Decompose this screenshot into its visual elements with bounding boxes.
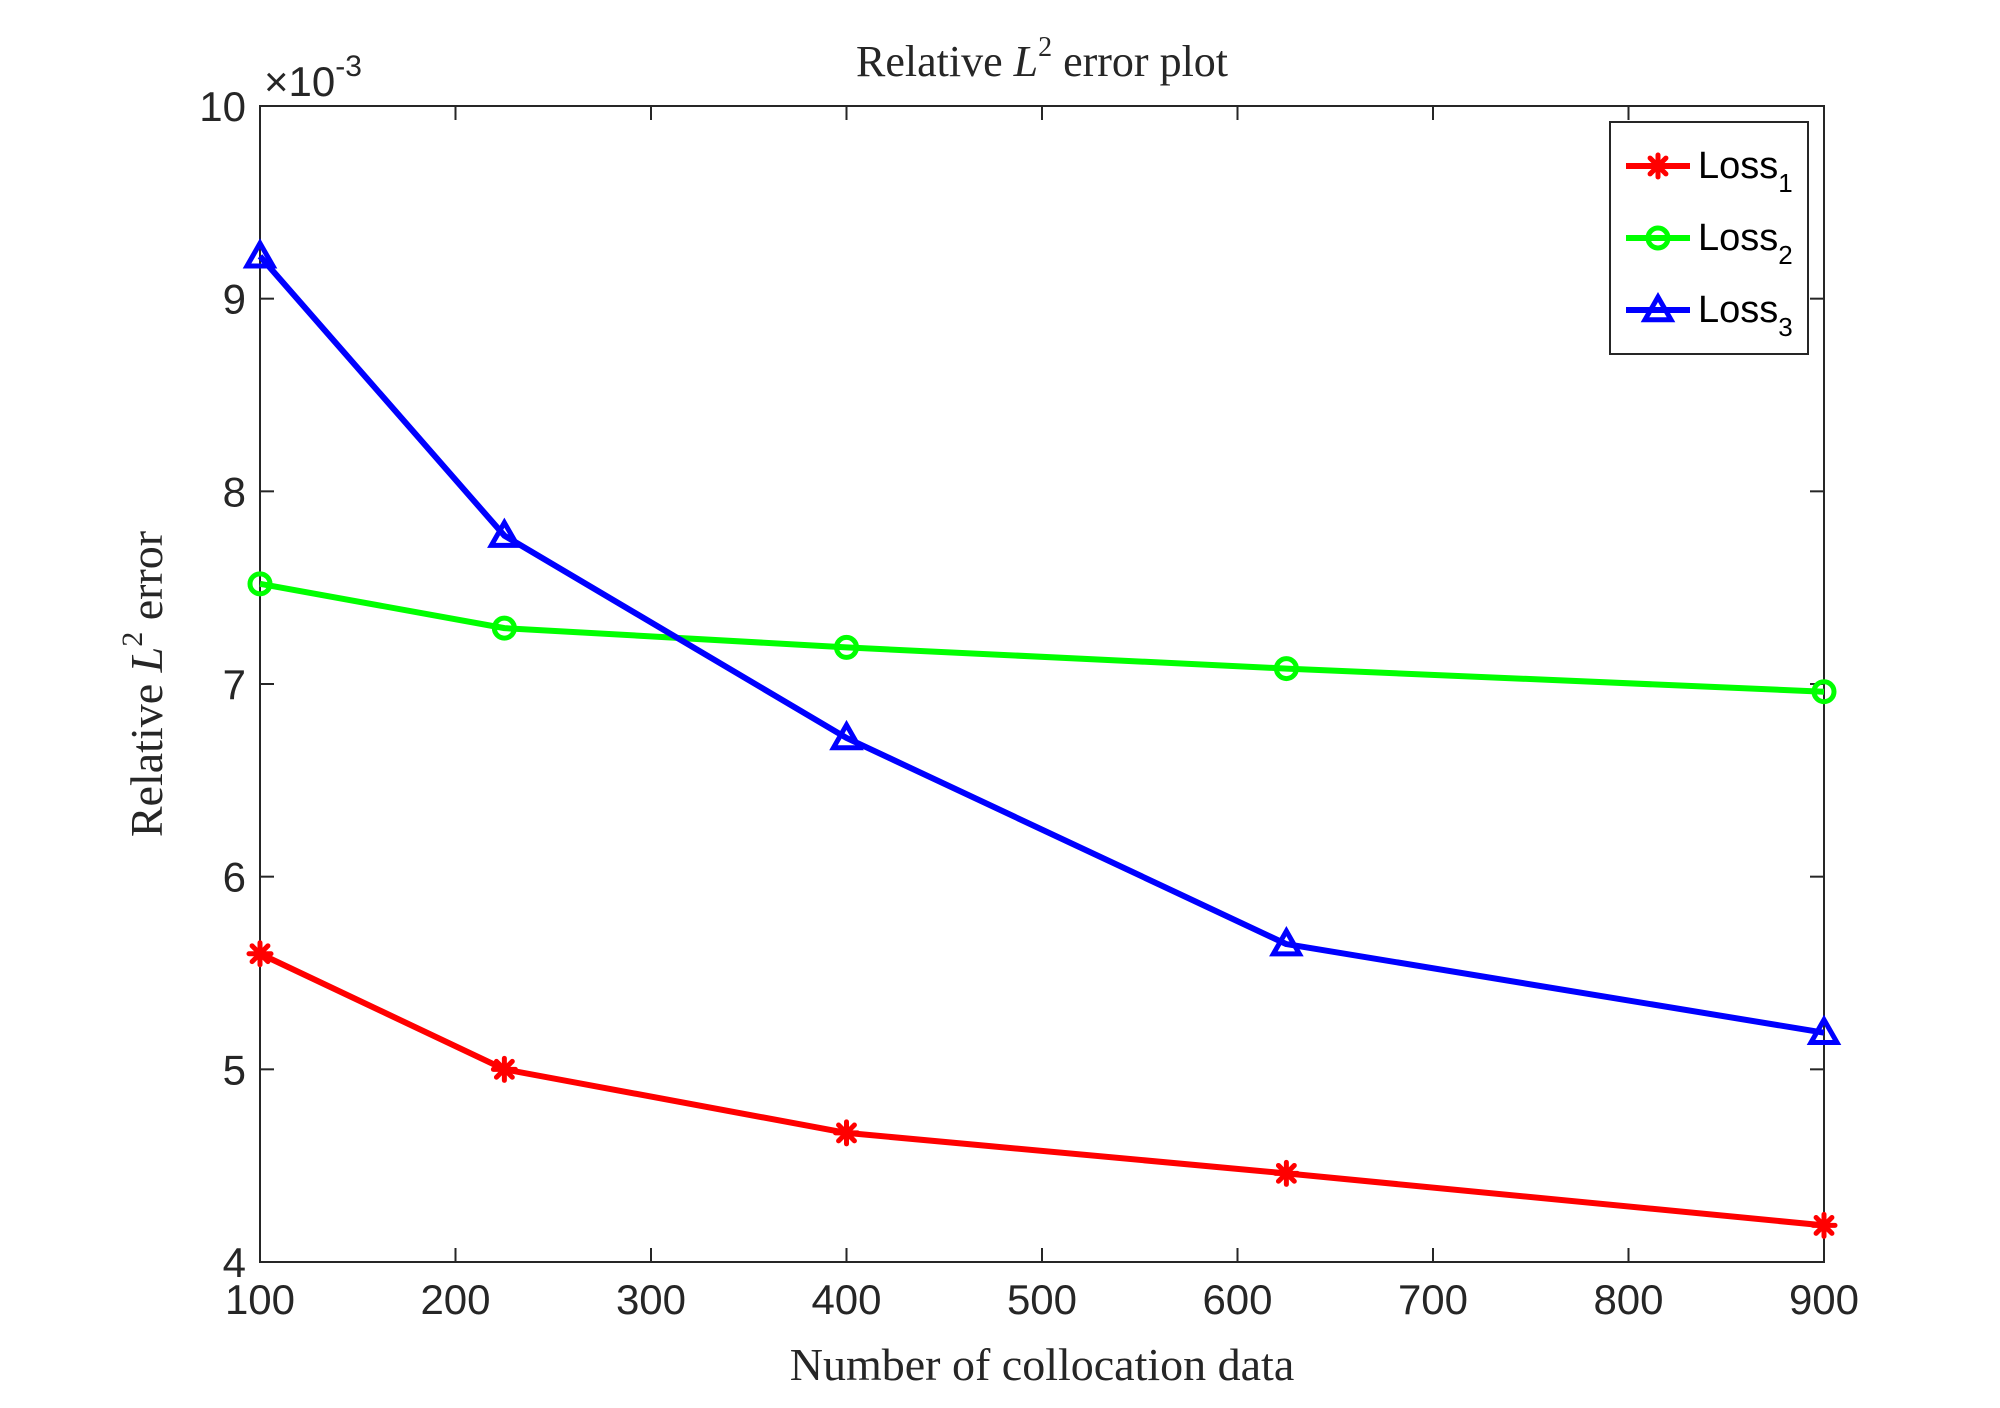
y-axis-label-suffix: error — [121, 531, 172, 632]
chart-title: Relative L2 error plot — [856, 32, 1228, 86]
data-point — [491, 615, 517, 641]
data-point — [1810, 1211, 1838, 1239]
legend-marker — [1645, 225, 1671, 251]
legend-item-loss-2: Loss2 — [1626, 217, 1793, 270]
data-point — [833, 1119, 860, 1147]
data-point — [1806, 1014, 1842, 1045]
y-axis-label-symbol: L — [121, 647, 172, 674]
y-tick-label: 6 — [223, 854, 246, 901]
legend-label-subscript: 2 — [1778, 240, 1792, 270]
series-loss-2 — [247, 571, 1837, 705]
chart-title-suffix: error plot — [1052, 37, 1228, 86]
series-layer — [242, 238, 1842, 1239]
data-point — [246, 940, 274, 968]
y-tick-label: 10 — [199, 83, 246, 130]
chart-title-symbol: L — [1013, 37, 1038, 86]
series-loss-1 — [246, 940, 1838, 1239]
y-tick-label: 4 — [223, 1239, 246, 1286]
legend-label: Loss2 — [1698, 217, 1793, 270]
y-axis-exponent-power: -3 — [335, 50, 362, 83]
legend-label-name: Loss — [1698, 289, 1778, 331]
x-tick-label: 500 — [1007, 1276, 1077, 1323]
x-tick-label: 400 — [811, 1276, 881, 1323]
legend-item-loss-3: Loss3 — [1626, 289, 1793, 342]
chart-title-sup: 2 — [1038, 32, 1052, 63]
x-axis-label: Number of collocation data — [790, 1339, 1295, 1390]
legend-label: Loss1 — [1698, 145, 1793, 198]
y-tick-label: 9 — [223, 276, 246, 323]
x-tick-label: 100 — [225, 1276, 295, 1323]
legend-label: Loss3 — [1698, 289, 1793, 342]
y-axis-label: Relative L2 error — [116, 531, 172, 837]
data-point — [829, 719, 864, 751]
legend-marker — [1644, 152, 1672, 180]
y-axis-label-sup: 2 — [116, 632, 149, 647]
data-point — [242, 238, 278, 269]
y-axis-exponent-base: ×10 — [264, 58, 335, 105]
x-tick-label: 800 — [1593, 1276, 1663, 1323]
x-tick-label: 700 — [1398, 1276, 1468, 1323]
data-point — [1269, 926, 1304, 957]
data-point — [1273, 656, 1299, 682]
data-point — [834, 634, 859, 660]
data-point — [487, 517, 522, 548]
legend-label-subscript: 3 — [1778, 312, 1792, 342]
series-line-loss-2 — [259, 580, 1825, 695]
y-tick-label: 7 — [223, 661, 246, 708]
data-point — [1272, 1159, 1300, 1187]
series-loss-3 — [242, 238, 1842, 1045]
x-tick-label: 600 — [1202, 1276, 1272, 1323]
legend-label-name: Loss — [1698, 145, 1778, 187]
x-tick-label: 200 — [420, 1276, 490, 1323]
y-tick-label: 8 — [223, 468, 246, 515]
legend-marker — [1640, 291, 1676, 323]
x-tick-label: 300 — [616, 1276, 686, 1323]
axis-ticks: 100 200 300 400 500 600 700 800 900 4 5 6 7 8 9 10 — [199, 83, 1859, 1323]
x-tick-label: 900 — [1789, 1276, 1859, 1323]
legend-label-subscript: 1 — [1778, 168, 1792, 198]
y-axis-label-prefix: Relative — [121, 672, 172, 837]
data-point — [247, 571, 273, 597]
data-point — [1811, 679, 1837, 705]
legend-label-name: Loss — [1698, 217, 1778, 259]
chart-title-prefix: Relative — [856, 37, 1014, 86]
y-tick-label: 5 — [223, 1046, 246, 1093]
legend-item-loss-1: Loss1 — [1626, 145, 1793, 198]
data-point — [490, 1055, 518, 1083]
series-line-loss-3 — [257, 254, 1825, 1036]
y-axis-exponent: ×10-3 — [264, 50, 362, 105]
